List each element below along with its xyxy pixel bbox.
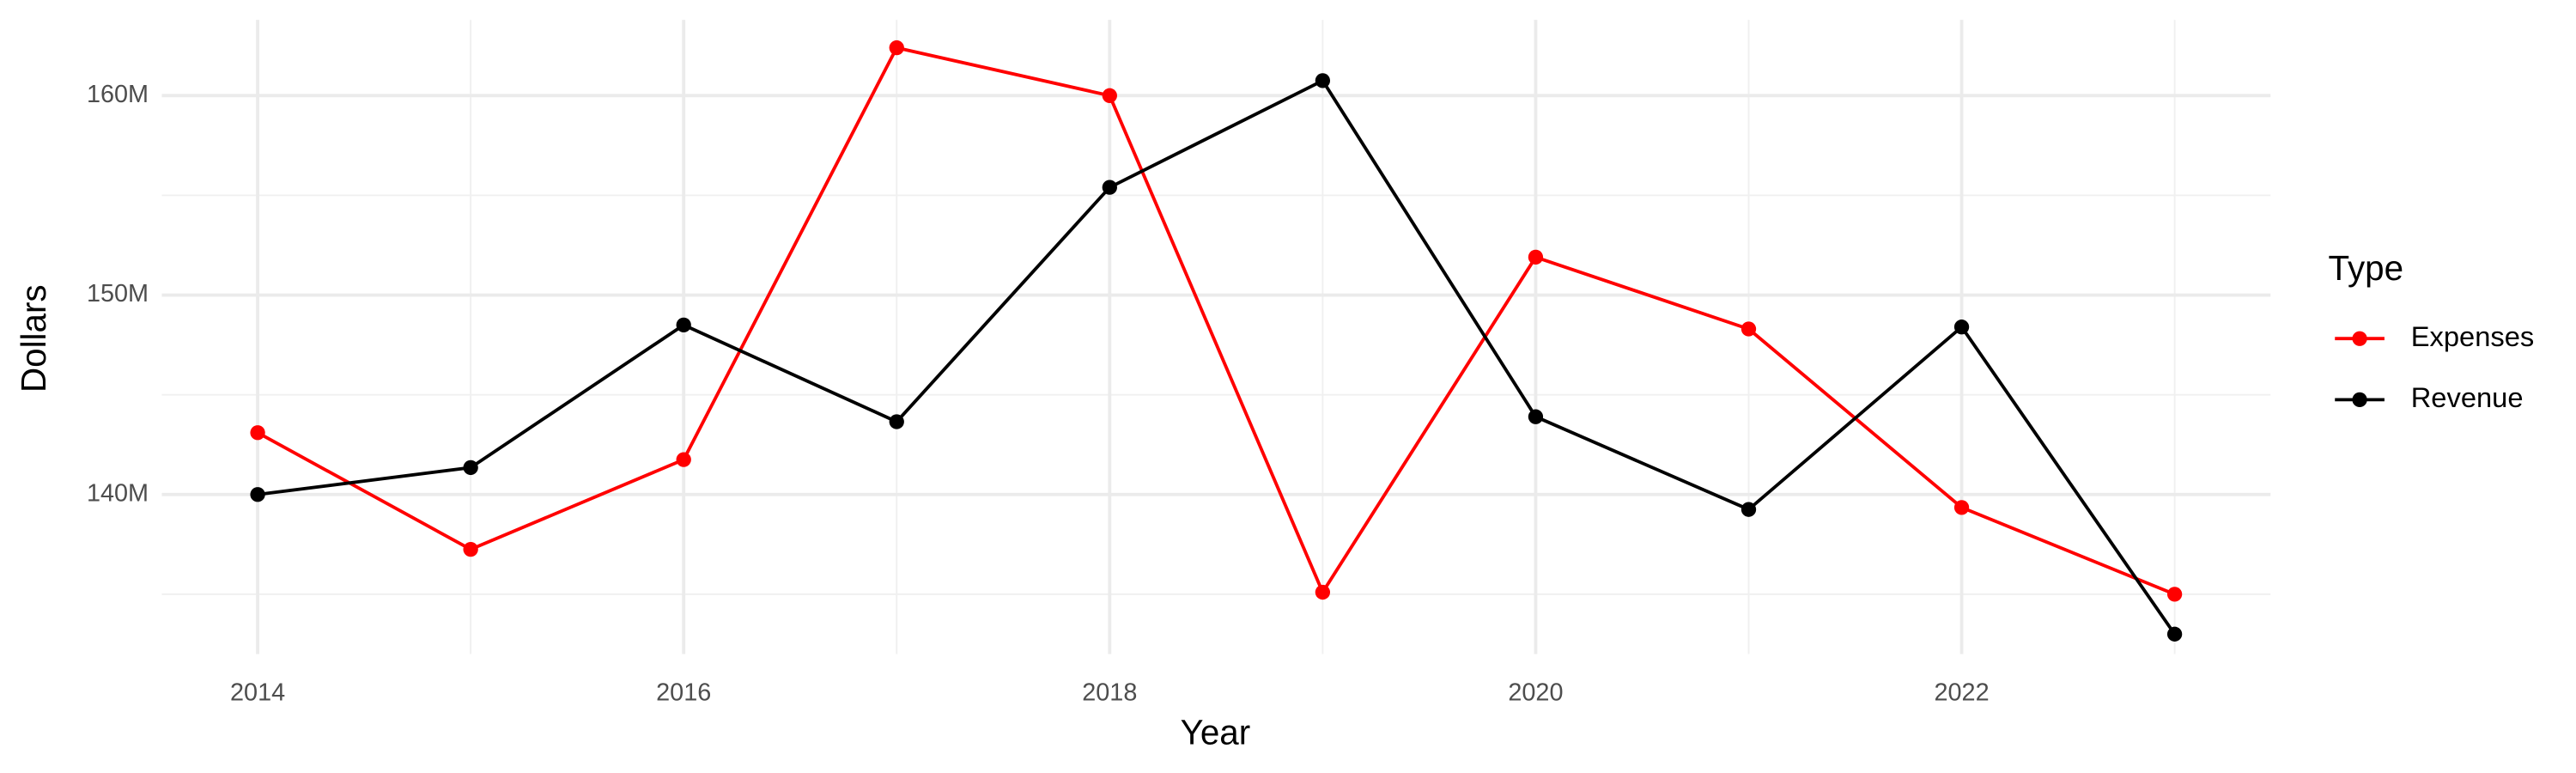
x-tick-label: 2022 <box>1934 679 1989 706</box>
legend-title: Type <box>2329 248 2404 288</box>
data-point <box>250 487 265 502</box>
y-axis-label: Dollars <box>14 284 53 393</box>
series-line <box>257 78 2177 636</box>
data-point <box>1528 409 1544 424</box>
x-tick-label: 2016 <box>656 679 711 706</box>
data-point <box>1953 500 1970 515</box>
data-point <box>1102 88 1117 103</box>
data-point <box>2166 626 2183 642</box>
y-tick-label: 150M <box>87 280 149 307</box>
data-point <box>463 541 478 557</box>
legend-key <box>2352 331 2367 346</box>
data-point <box>889 40 904 56</box>
data-point <box>250 425 265 441</box>
data-point <box>1528 249 1544 265</box>
y-tick-label: 160M <box>87 81 149 108</box>
legend-key <box>2352 392 2367 408</box>
legend-label: Revenue <box>2411 381 2524 413</box>
x-tick-label: 2018 <box>1082 679 1137 706</box>
x-axis-label: Year <box>1181 712 1251 752</box>
data-point <box>1315 73 1331 88</box>
data-point <box>2166 587 2183 602</box>
data-point <box>1741 502 1757 517</box>
x-tick-label: 2020 <box>1508 679 1563 706</box>
data-point <box>676 317 691 333</box>
data-point <box>676 452 691 467</box>
y-tick-label: 140M <box>87 479 149 507</box>
series-line <box>257 46 2176 596</box>
data-point <box>889 414 904 429</box>
data-point <box>463 460 478 476</box>
data-point <box>1953 320 1970 335</box>
x-tick-label: 2014 <box>230 679 285 706</box>
data-point <box>1102 180 1117 195</box>
data-point <box>1741 321 1757 337</box>
legend-label: Expenses <box>2411 320 2535 352</box>
data-point <box>1315 584 1331 600</box>
